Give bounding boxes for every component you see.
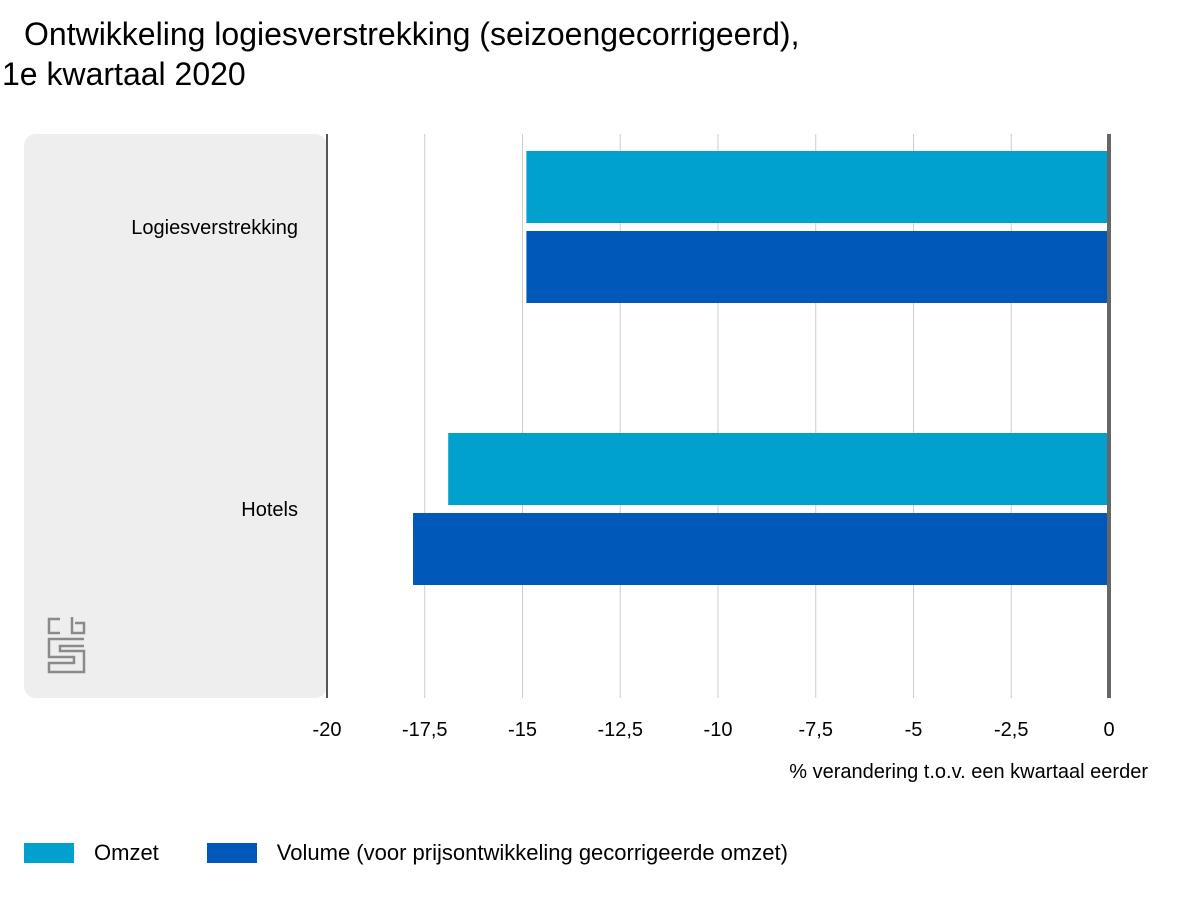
category-label: Logiesverstrekking [131, 217, 298, 239]
category-label-panel [24, 134, 327, 698]
x-axis-title: % verandering t.o.v. een kwartaal eerder [789, 761, 1148, 783]
x-tick-label: -20 [313, 719, 342, 741]
bar-omzet-hotels [448, 433, 1110, 505]
x-tick-label: -7,5 [799, 719, 833, 741]
bar-volume-hotels [413, 513, 1109, 585]
bar-volume-logiesverstrekking [526, 231, 1109, 303]
cbs-logo-icon [47, 617, 86, 674]
legend-swatch [206, 843, 257, 863]
chart-title: Ontwikkeling logiesverstrekking (seizoen… [0, 14, 1200, 94]
x-tick-label: -2,5 [994, 719, 1028, 741]
x-tick-label: -10 [704, 719, 733, 741]
legend: Omzet Volume (voor prijsontwikkeling geco… [24, 838, 836, 868]
category-label: Hotels [241, 499, 298, 521]
x-tick-label: -17,5 [402, 719, 448, 741]
chart-title-line-2: 1e kwartaal 2020 [2, 56, 246, 92]
legend-item: Volume (voor prijsontwikkeling gecorrige… [206, 840, 788, 866]
bars [413, 151, 1110, 585]
legend-item: Omzet [24, 840, 159, 866]
gridlines [424, 134, 1012, 698]
x-tick-label: -15 [508, 719, 537, 741]
category-labels: Logiesverstrekking Hotels [131, 217, 298, 521]
x-tick-label: -12,5 [597, 719, 643, 741]
x-tick-labels: -20 -17,5 -15 -12,5 -10 -7,5 -5 -2,5 0 [313, 719, 1115, 741]
legend-label: Omzet [94, 840, 159, 865]
x-tick-label: -5 [905, 719, 923, 741]
x-tick-label: 0 [1103, 719, 1114, 741]
bar-omzet-logiesverstrekking [526, 151, 1109, 223]
legend-swatch [24, 843, 74, 863]
chart-title-line-1: Ontwikkeling logiesverstrekking (seizoen… [24, 16, 800, 52]
legend-label: Volume (voor prijsontwikkeling gecorrige… [276, 840, 788, 865]
